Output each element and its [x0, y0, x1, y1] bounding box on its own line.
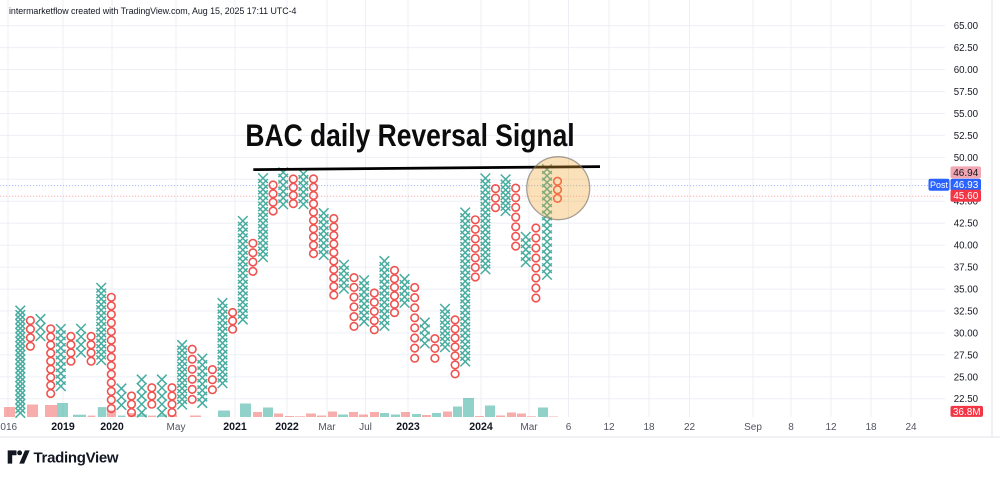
svg-text:55.00: 55.00 — [954, 109, 979, 120]
svg-text:45.00: 45.00 — [954, 197, 979, 208]
svg-text:Mar: Mar — [318, 422, 336, 433]
svg-text:2020: 2020 — [100, 421, 124, 433]
svg-text:35.00: 35.00 — [954, 285, 979, 296]
svg-text:12: 12 — [825, 422, 837, 433]
svg-text:2023: 2023 — [396, 421, 420, 433]
svg-text:2016: 2016 — [0, 422, 18, 433]
svg-text:May: May — [167, 422, 186, 433]
svg-text:57.50: 57.50 — [954, 87, 979, 98]
svg-text:46.93: 46.93 — [953, 180, 978, 191]
svg-text:37.50: 37.50 — [954, 263, 979, 274]
svg-text:65.00: 65.00 — [954, 21, 979, 32]
svg-text:Post: Post — [930, 180, 949, 190]
svg-text:BAC daily Reversal Signal: BAC daily Reversal Signal — [245, 119, 574, 154]
svg-text:2021: 2021 — [223, 421, 247, 433]
svg-text:Jul: Jul — [359, 422, 372, 433]
svg-text:Mar: Mar — [520, 422, 538, 433]
svg-text:52.50: 52.50 — [954, 131, 979, 142]
svg-text:intermarketflow created with T: intermarketflow created with TradingView… — [9, 6, 297, 16]
svg-text:30.00: 30.00 — [954, 328, 979, 339]
svg-text:6: 6 — [566, 422, 572, 433]
svg-text:2019: 2019 — [51, 421, 75, 433]
svg-text:12: 12 — [603, 422, 615, 433]
svg-text:42.50: 42.50 — [954, 219, 979, 230]
svg-text:40.00: 40.00 — [954, 241, 979, 252]
svg-text:25.00: 25.00 — [954, 372, 979, 383]
svg-text:62.50: 62.50 — [954, 43, 979, 54]
svg-text:24: 24 — [905, 422, 917, 433]
svg-text:50.00: 50.00 — [954, 153, 979, 164]
svg-text:60.00: 60.00 — [954, 65, 979, 76]
svg-text:TradingView: TradingView — [34, 450, 119, 467]
svg-text:22.50: 22.50 — [954, 394, 979, 405]
svg-text:8: 8 — [788, 422, 794, 433]
svg-text:18: 18 — [865, 422, 877, 433]
svg-text:27.50: 27.50 — [954, 350, 979, 361]
svg-text:22: 22 — [684, 422, 696, 433]
svg-text:2024: 2024 — [469, 421, 493, 433]
svg-text:32.50: 32.50 — [954, 306, 979, 317]
svg-text:45.60: 45.60 — [953, 191, 978, 202]
svg-text:2022: 2022 — [275, 421, 299, 433]
svg-text:Sep: Sep — [744, 422, 762, 433]
svg-text:46.94: 46.94 — [953, 168, 978, 179]
svg-text:18: 18 — [643, 422, 655, 433]
svg-text:36.8M: 36.8M — [953, 407, 981, 418]
